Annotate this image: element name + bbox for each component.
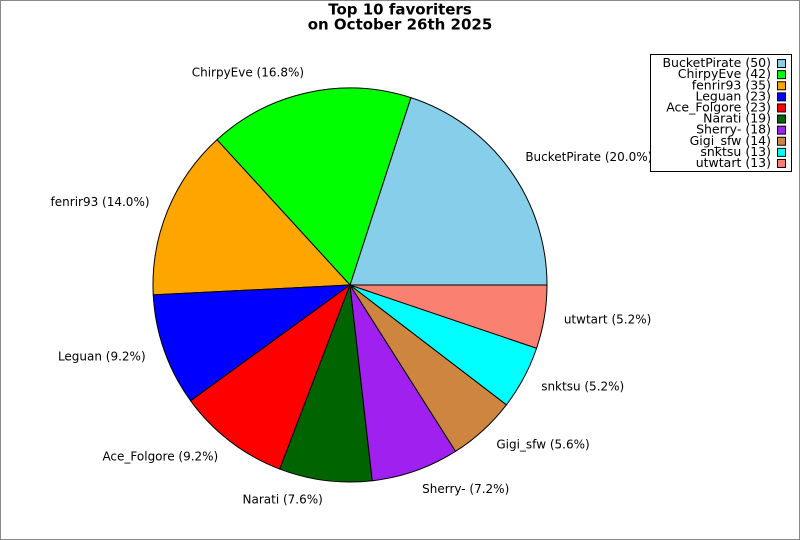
- legend-swatch: [777, 70, 786, 80]
- legend-box: [650, 54, 792, 172]
- pie-slice: [349, 97, 548, 286]
- legend-swatch: [777, 125, 786, 135]
- slice-label: Sherry- (7.2%): [422, 482, 509, 496]
- slice-label: Narati (7.6%): [243, 492, 323, 506]
- legend-label: Narati (19): [703, 111, 771, 126]
- slice-label: ChirpyEve (16.8%): [192, 66, 304, 80]
- legend-label: Gigi_sfw (14): [690, 133, 771, 148]
- slice-label: snktsu (5.2%): [541, 380, 624, 394]
- legend-label: fenrir93 (35): [692, 77, 771, 92]
- legend-label: Ace_Folgore (23): [666, 99, 771, 114]
- legend-label: utwtart (13): [696, 155, 771, 170]
- legend-label: Leguan (23): [695, 88, 771, 103]
- legend-swatch: [777, 81, 786, 91]
- legend-swatch: [777, 158, 786, 168]
- chart-subtitle: on October 26th 2025: [308, 16, 493, 34]
- legend-swatch: [777, 147, 786, 157]
- slice-label: Leguan (9.2%): [58, 350, 146, 364]
- slice-label: fenrir93 (14.0%): [51, 195, 150, 209]
- slice-label: utwtart (5.2%): [564, 313, 652, 327]
- pie-slice: [152, 284, 352, 402]
- legend-swatch: [777, 103, 786, 113]
- legend-swatch: [777, 114, 786, 124]
- chart-title: Top 10 favoriters: [328, 1, 472, 19]
- slice-label: BucketPirate (20.0%): [525, 150, 652, 164]
- legend-label: BucketPirate (50): [662, 55, 771, 70]
- pie-slice: [189, 283, 352, 470]
- legend-label: ChirpyEve (42): [678, 66, 771, 81]
- legend-swatch: [777, 92, 786, 102]
- slice-label: Ace_Folgore (9.2%): [102, 450, 218, 464]
- slice-label: Gigi_sfw (5.6%): [496, 437, 589, 451]
- legend-swatch: [777, 136, 786, 146]
- legend-swatch: [777, 59, 786, 69]
- pie-slice: [152, 139, 352, 296]
- legend-label: snktsu (13): [700, 144, 771, 159]
- pie-slice: [279, 284, 373, 483]
- pie-slice: [216, 87, 412, 286]
- legend-label: Sherry- (18): [696, 122, 771, 137]
- pie-slice: [349, 284, 548, 349]
